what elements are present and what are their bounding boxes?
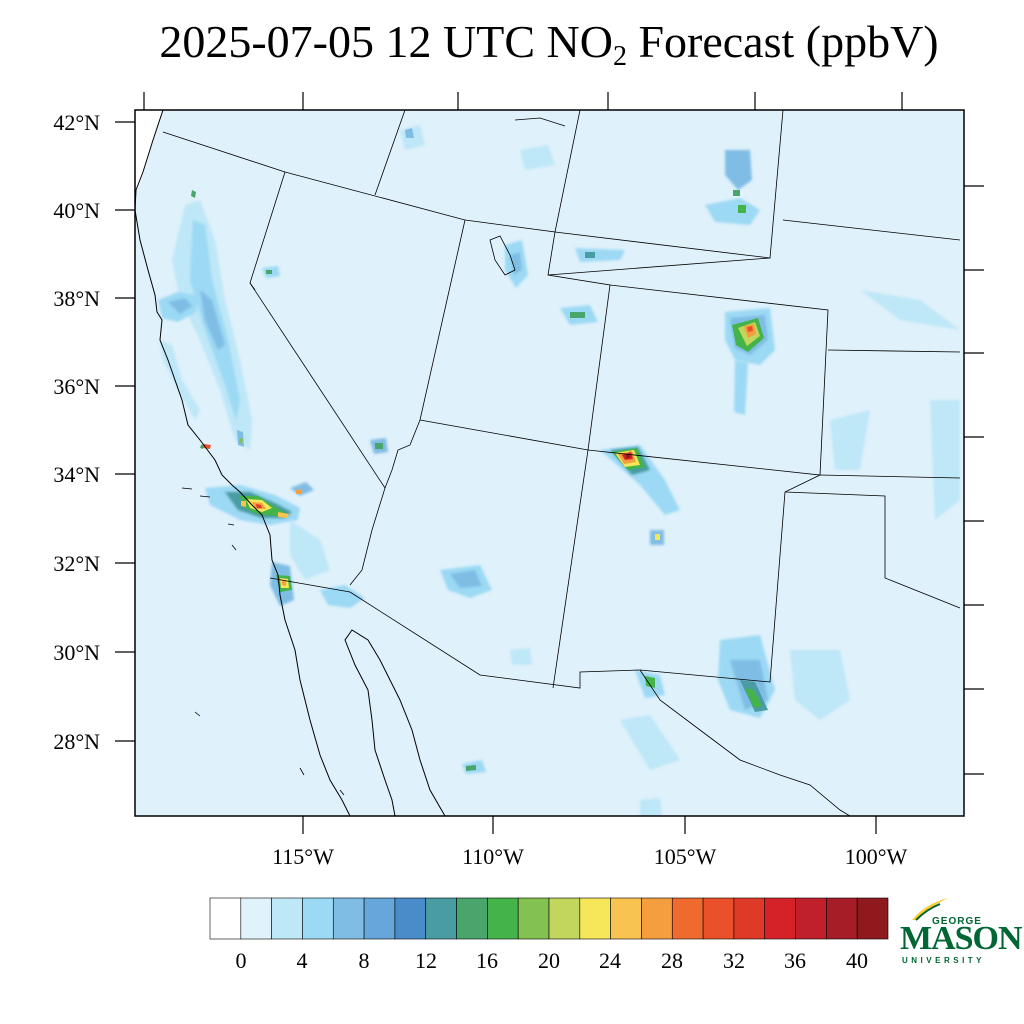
colorbar-swatch [332, 897, 365, 940]
colorbar-swatch [425, 897, 457, 940]
colorbar-label: 36 [784, 948, 806, 973]
colorbar-swatch [548, 897, 581, 940]
colorbar-label: 28 [661, 948, 683, 973]
colorbar-swatch [363, 897, 396, 940]
gmu-logo: GEORGE MASON UNIVERSITY [900, 896, 1023, 972]
chart-title: 2025-07-05 12 UTC NO2 Forecast (ppbV) [159, 16, 939, 72]
colorbar-label: 16 [476, 948, 498, 973]
colorbar-swatch [826, 897, 858, 940]
map-boundaries [135, 110, 961, 816]
colorbar [209, 897, 889, 940]
colorbar-label: 20 [538, 948, 560, 973]
colorbar-swatch [733, 897, 766, 940]
lon-label-115: 115°W [272, 844, 334, 869]
lat-label-34: 34°N [53, 462, 100, 487]
lat-label-38: 38°N [53, 286, 100, 311]
colorbar-label: 4 [296, 948, 308, 973]
colorbar-label: 40 [846, 948, 868, 973]
lon-label-105: 105°W [654, 844, 717, 869]
left-ticks [115, 121, 135, 742]
colorbar-label: 32 [723, 948, 745, 973]
colorbar-swatch [394, 897, 427, 940]
colorbar-swatch [856, 897, 889, 940]
no2-plumes [158, 125, 960, 816]
plot-frame [134, 109, 965, 817]
bottom-ticks [302, 816, 877, 834]
colorbar-swatch [671, 897, 704, 940]
colorbar-swatch [764, 897, 796, 940]
lat-label-42: 42°N [53, 110, 100, 135]
logo-george: GEORGE [932, 916, 982, 927]
logo-swoosh-icon [912, 898, 948, 921]
lon-label-110: 110°W [462, 844, 524, 869]
colorbar-swatch [579, 897, 611, 940]
colorbar-swatch [240, 897, 272, 940]
colorbar-swatch [456, 897, 488, 940]
colorbar-swatch [209, 897, 242, 940]
lat-label-40: 40°N [53, 198, 100, 223]
colorbar-swatch [302, 897, 334, 940]
colorbar-swatch [610, 897, 642, 940]
right-ticks [964, 185, 984, 775]
lat-label-32: 32°N [53, 551, 100, 576]
lat-label-36: 36°N [53, 374, 100, 399]
colorbar-swatch [641, 897, 673, 940]
lon-label-100: 100°W [845, 844, 908, 869]
colorbar-label: 24 [599, 948, 621, 973]
colorbar-swatch [795, 897, 827, 940]
longitude-labels: 115°W 110°W 105°W 100°W [272, 844, 907, 869]
logo-university: UNIVERSITY [902, 956, 986, 965]
colorbar-swatch [702, 897, 735, 940]
colorbar-swatch [271, 897, 303, 940]
ocean [135, 110, 163, 200]
colorbar-swatch [517, 897, 550, 940]
colorbar-labels: 0 4 8 12 16 20 24 28 32 36 40 [0, 948, 1024, 978]
colorbar-label: 8 [358, 948, 370, 973]
colorbar-swatch [487, 897, 519, 940]
colorbar-label: 0 [235, 948, 247, 973]
lat-label-30: 30°N [53, 640, 100, 665]
latitude-labels: 42°N 40°N 38°N 36°N 34°N 32°N 30°N 28°N [53, 110, 100, 754]
colorbar-label: 12 [415, 948, 437, 973]
top-ticks [143, 92, 903, 110]
logo-mason: MASON [900, 920, 1023, 957]
lat-label-28: 28°N [53, 729, 100, 754]
